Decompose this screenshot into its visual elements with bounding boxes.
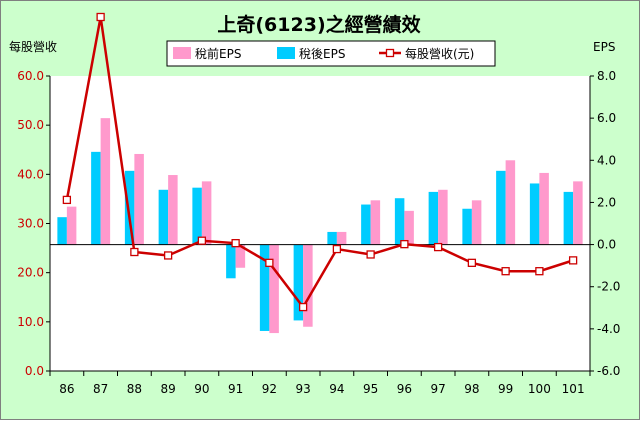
bar-pre-tax-87 bbox=[100, 118, 111, 245]
x-tick-label: 86 bbox=[59, 382, 74, 396]
left-tick-label: 50.0 bbox=[17, 118, 44, 132]
x-tick-label: 88 bbox=[127, 382, 142, 396]
revenue-point-101 bbox=[568, 256, 578, 265]
x-tick-label: 90 bbox=[194, 382, 209, 396]
x-tick-label: 87 bbox=[93, 382, 108, 396]
revenue-point-91 bbox=[231, 239, 240, 248]
left-axis-title: 每股營收 bbox=[9, 39, 57, 54]
bar-after-tax-97 bbox=[428, 191, 439, 245]
x-tick-label: 101 bbox=[562, 382, 585, 396]
revenue-point-89 bbox=[163, 251, 173, 260]
bar-after-tax-94 bbox=[327, 231, 337, 245]
bar-pre-tax-94 bbox=[336, 231, 347, 245]
chart-title: 上奇(6123)之經營績效 bbox=[217, 13, 420, 36]
bar-pre-tax-101 bbox=[573, 181, 583, 245]
bar-pre-tax-96 bbox=[404, 210, 414, 245]
legend-marker-swatch bbox=[385, 48, 395, 58]
bar-after-tax-87 bbox=[91, 151, 101, 245]
bar-after-tax-96 bbox=[394, 198, 405, 245]
left-tick-label: 10.0 bbox=[17, 315, 44, 329]
x-tick-label: 100 bbox=[528, 382, 551, 396]
right-tick-label: 4.0 bbox=[597, 153, 616, 167]
right-tick-label: 2.0 bbox=[597, 195, 616, 209]
bars-layer bbox=[57, 118, 583, 334]
x-tick-label: 89 bbox=[160, 382, 175, 396]
revenue-point-100 bbox=[535, 267, 544, 276]
right-tick-label: 8.0 bbox=[597, 69, 616, 83]
bar-after-tax-101 bbox=[563, 191, 574, 245]
bar-pre-tax-93 bbox=[303, 244, 313, 327]
right-tick-label: -4.0 bbox=[597, 322, 620, 336]
bar-after-tax-89 bbox=[158, 189, 169, 245]
revenue-point-87 bbox=[96, 12, 105, 22]
bar-after-tax-92 bbox=[259, 244, 270, 331]
x-tick-label: 92 bbox=[262, 382, 277, 396]
bar-after-tax-88 bbox=[124, 170, 135, 245]
bar-pre-tax-98 bbox=[471, 200, 482, 245]
bar-after-tax-91 bbox=[226, 244, 236, 279]
bar-after-tax-100 bbox=[529, 183, 540, 245]
bar-after-tax-90 bbox=[192, 187, 202, 245]
bar-pre-tax-89 bbox=[168, 175, 178, 245]
bar-pre-tax-100 bbox=[539, 172, 549, 245]
bar-pre-tax-97 bbox=[438, 189, 448, 245]
left-tick-label: 60.0 bbox=[17, 69, 44, 83]
bar-after-tax-99 bbox=[496, 170, 506, 245]
bar-pre-tax-95 bbox=[370, 200, 381, 245]
right-tick-label: 6.0 bbox=[597, 111, 616, 125]
bar-after-tax-95 bbox=[361, 204, 371, 245]
bar-pre-tax-91 bbox=[235, 244, 246, 268]
x-tick-label: 93 bbox=[295, 382, 310, 396]
x-tick-label: 94 bbox=[329, 382, 344, 396]
bar-after-tax-86 bbox=[57, 217, 67, 245]
legend-swatch-0 bbox=[173, 47, 191, 59]
bar-after-tax-93 bbox=[293, 244, 304, 321]
revenue-point-92 bbox=[265, 258, 274, 267]
right-tick-label: -2.0 bbox=[597, 280, 620, 294]
line-layer bbox=[62, 12, 578, 312]
left-tick-label: 30.0 bbox=[17, 217, 44, 231]
revenue-point-95 bbox=[366, 250, 375, 259]
legend-label-2: 每股營收(元) bbox=[405, 46, 474, 61]
x-tick-label: 98 bbox=[464, 382, 479, 396]
revenue-point-99 bbox=[501, 267, 510, 276]
revenue-point-86 bbox=[62, 195, 72, 205]
left-tick-label: 20.0 bbox=[17, 266, 44, 280]
legend-label-0: 稅前EPS bbox=[195, 46, 241, 61]
revenue-point-98 bbox=[467, 258, 477, 267]
revenue-point-88 bbox=[130, 247, 139, 257]
x-tick-label: 99 bbox=[498, 382, 513, 396]
bar-pre-tax-90 bbox=[201, 181, 212, 245]
bar-after-tax-98 bbox=[462, 208, 472, 245]
bar-pre-tax-92 bbox=[269, 244, 279, 334]
left-tick-label: 40.0 bbox=[17, 167, 44, 181]
right-tick-label: 0.0 bbox=[597, 238, 616, 252]
bar-pre-tax-99 bbox=[505, 160, 516, 245]
revenue-point-94 bbox=[332, 244, 342, 254]
right-tick-label: -6.0 bbox=[597, 364, 620, 378]
revenue-line bbox=[65, 16, 574, 310]
legend-label-1: 稅後EPS bbox=[299, 47, 345, 61]
ticks-layer: 0.0 10.0 20.0 30.0 40.0 50.0 60.0 -6.0 -4.0 -2.0 0… bbox=[17, 69, 620, 396]
revenue-point-96 bbox=[400, 239, 409, 249]
x-tick-label: 91 bbox=[228, 382, 243, 396]
x-tick-label: 97 bbox=[430, 382, 445, 396]
bar-pre-tax-86 bbox=[66, 206, 77, 245]
right-axis-title: EPS bbox=[593, 40, 615, 54]
revenue-point-93 bbox=[298, 302, 308, 312]
left-tick-label: 0.0 bbox=[25, 364, 44, 378]
revenue-point-97 bbox=[433, 242, 443, 252]
x-tick-label: 96 bbox=[397, 382, 412, 396]
x-tick-label: 95 bbox=[363, 382, 378, 396]
legend-swatch-1 bbox=[277, 47, 295, 59]
bar-pre-tax-88 bbox=[134, 153, 144, 245]
legend: 稅前EPS 稅後EPS 每股營收(元) bbox=[166, 40, 496, 67]
revenue-point-90 bbox=[197, 236, 207, 245]
